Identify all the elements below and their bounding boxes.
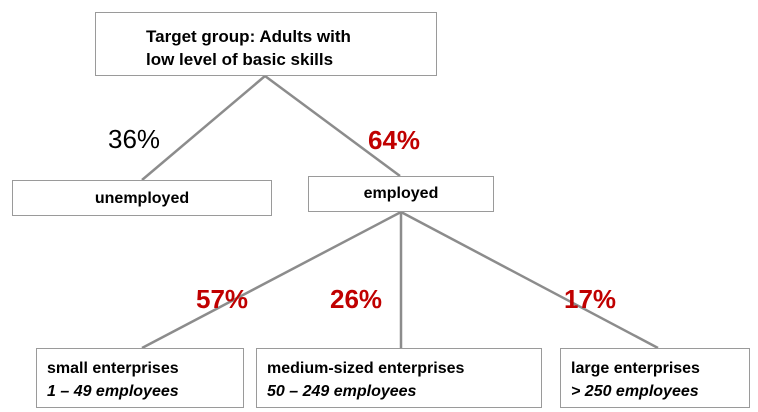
unemployed-box: unemployed: [12, 180, 272, 216]
target-group-box: Target group: Adults with low level of b…: [95, 12, 437, 76]
medium-enterprises-box: medium-sized enterprises 50 – 249 employ…: [256, 348, 542, 408]
small-enterprises-range: 1 – 49 employees: [47, 383, 179, 400]
target-group-line-2: low level of basic skills: [146, 50, 334, 69]
employed-box: employed: [308, 176, 494, 212]
connector-employed-to-large: [400, 210, 659, 350]
unemployed-percent: 36%: [108, 124, 161, 154]
connector-employed-to-small: [141, 210, 402, 350]
employed-percent: 64%: [368, 125, 421, 155]
target-group-line-1: Target group: Adults with: [146, 27, 351, 46]
large-enterprises-range: > 250 employees: [571, 383, 699, 400]
employed-label: employed: [363, 185, 439, 202]
medium-enterprises-label: medium-sized enterprises: [267, 360, 465, 377]
connector-root-to-unemployed: [141, 75, 266, 181]
small-enterprises-label: small enterprises: [47, 360, 179, 377]
small-enterprises-box: small enterprises 1 – 49 employees: [36, 348, 244, 408]
medium-enterprises-percent: 26%: [330, 284, 383, 314]
large-enterprises-label: large enterprises: [571, 360, 700, 377]
large-enterprises-box: large enterprises > 250 employees: [560, 348, 750, 408]
small-enterprises-percent: 57%: [196, 284, 249, 314]
medium-enterprises-range: 50 – 249 employees: [267, 383, 417, 400]
connector-root-to-employed: [264, 74, 401, 178]
large-enterprises-percent: 17%: [564, 284, 617, 314]
unemployed-label: unemployed: [94, 190, 190, 207]
